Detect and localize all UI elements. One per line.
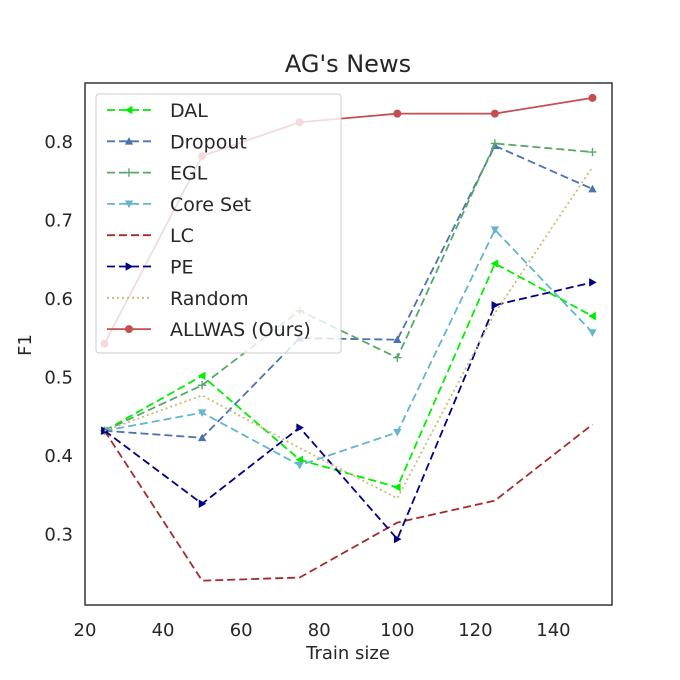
data-point <box>490 226 500 234</box>
data-point <box>197 381 207 390</box>
data-point <box>588 184 597 193</box>
y-tick-label: 0.4 <box>44 446 73 467</box>
legend-entry-dal: DAL <box>107 100 208 122</box>
plot-frame <box>84 82 613 606</box>
data-point <box>296 423 304 432</box>
y-tick-label: 0.3 <box>44 524 73 545</box>
series-line <box>104 166 594 500</box>
data-point <box>393 483 401 492</box>
data-point <box>197 433 207 442</box>
series-line <box>103 281 593 541</box>
series-line <box>104 262 593 489</box>
data-point <box>393 335 402 344</box>
x-axis: 20 40 60 80 100 120 140 <box>74 620 571 641</box>
legend-marker <box>124 105 133 115</box>
legend-entry-lc: LC <box>107 225 194 247</box>
data-point <box>490 109 499 118</box>
series-line <box>104 142 593 432</box>
data-point <box>198 499 207 508</box>
series-random <box>104 166 594 500</box>
legend-label: ALLWAS (Ours) <box>170 319 311 341</box>
legend-marker <box>124 200 134 209</box>
data-point <box>295 461 304 470</box>
data-point <box>295 455 304 464</box>
legend-entry-allwas-ours: ALLWAS (Ours) <box>107 319 311 341</box>
legend-entry-core-set: Core Set <box>107 194 251 216</box>
y-tick-label: 0.6 <box>44 289 73 310</box>
y-axis-title: F1 <box>15 334 36 356</box>
y-tick-label: 0.5 <box>44 367 73 388</box>
y-tick-label: 0.8 <box>44 132 73 153</box>
data-point <box>197 409 207 417</box>
legend-marker <box>125 262 134 271</box>
x-tick-label: 140 <box>536 620 570 641</box>
series-line <box>103 423 594 582</box>
legend-entry-dropout: Dropout <box>107 131 247 153</box>
legend-entry-random: Random <box>107 288 249 310</box>
data-point <box>588 329 597 337</box>
legend-entry-egl: EGL <box>107 163 208 185</box>
x-tick-label: 60 <box>230 620 253 641</box>
legend-marker <box>124 137 134 145</box>
series-line <box>104 144 593 439</box>
x-tick-label: 20 <box>74 620 97 641</box>
data-point <box>589 278 597 287</box>
legend-label: LC <box>170 225 194 247</box>
data-point <box>393 534 402 544</box>
data-point <box>588 93 597 102</box>
legend-box <box>95 93 342 354</box>
x-tick-label: 120 <box>458 620 492 641</box>
x-tick-label: 40 <box>152 620 175 641</box>
data-point <box>197 371 206 380</box>
x-tick-label: 100 <box>380 620 414 641</box>
chart-title: AG's News <box>285 50 411 78</box>
data-point <box>393 428 402 437</box>
data-point <box>588 147 597 157</box>
x-axis-title: Train size <box>305 643 390 664</box>
legend-label: Dropout <box>170 131 247 153</box>
data-point <box>490 259 499 268</box>
legend-label: Random <box>170 288 249 310</box>
legend-marker <box>125 325 133 334</box>
y-axis: 0.3 0.4 0.5 0.6 0.7 0.8 <box>44 132 73 545</box>
data-point <box>393 353 402 362</box>
legend-label: DAL <box>170 100 208 122</box>
legend-marker <box>124 168 134 177</box>
legend-label: EGL <box>170 163 208 185</box>
legend-entry-pe: PE <box>107 257 193 279</box>
legend-label: PE <box>170 257 193 279</box>
data-point <box>491 300 500 310</box>
y-tick-label: 0.7 <box>44 210 73 231</box>
legend-label: Core Set <box>170 194 251 216</box>
data-point <box>393 109 402 118</box>
data-point <box>490 139 500 148</box>
series-lc <box>103 423 594 582</box>
legend: DAL Dropout EGL Core Set LC PE Random ALLWAS (O… <box>95 93 342 354</box>
x-tick-label: 80 <box>308 620 331 641</box>
data-point <box>588 311 596 321</box>
